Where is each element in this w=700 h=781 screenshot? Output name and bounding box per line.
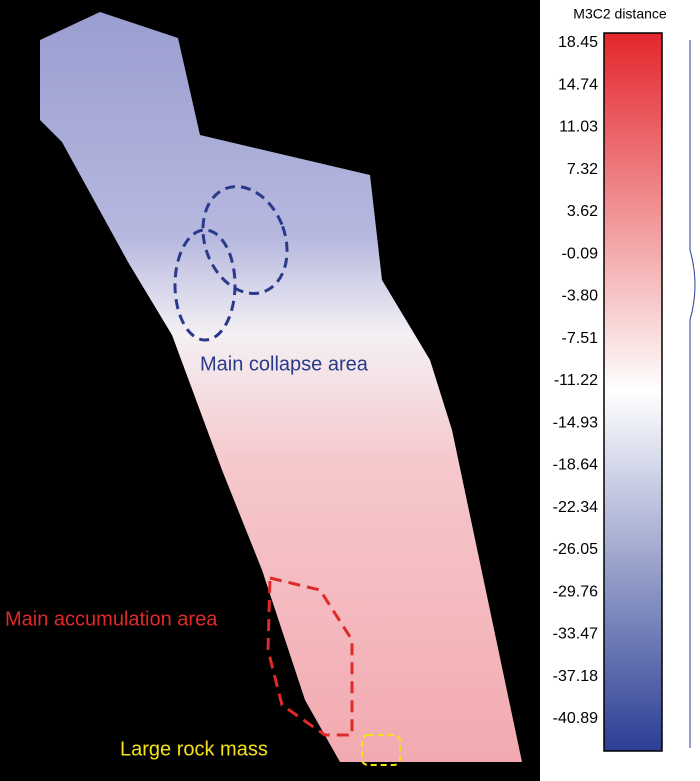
tick-label: -29.76 (553, 583, 598, 600)
rock-outline (361, 734, 401, 766)
histogram (689, 40, 696, 748)
tick-labels: 18.45 14.74 11.03 7.32 3.62 -0.09 -3.80 -7.51 -1… (553, 34, 598, 727)
tick-label: -3.80 (562, 288, 599, 305)
collapse-outline (201, 185, 289, 295)
tick-label: -14.93 (553, 414, 598, 431)
tick-label: -22.34 (553, 499, 598, 516)
tick-label: -11.22 (554, 372, 598, 389)
tick-label: -26.05 (553, 541, 598, 558)
tick-label: 3.62 (567, 203, 598, 220)
tick-label: 11.03 (559, 119, 598, 136)
tick-label: -18.64 (553, 457, 598, 474)
tick-label: -7.51 (562, 330, 599, 347)
tick-label: 18.45 (558, 34, 598, 51)
collapse-outline (173, 228, 237, 342)
tick-label: 14.74 (558, 76, 598, 93)
point-cloud (40, 12, 522, 762)
tick-label: 7.32 (567, 161, 598, 178)
tick-label: -37.18 (553, 668, 598, 685)
accumulation-outline (266, 576, 354, 737)
tick-label: -40.89 (553, 710, 598, 727)
colorbar-title: M3C2 distance (573, 6, 667, 22)
colorbar (603, 32, 663, 752)
collapse-label: Main collapse area (200, 353, 369, 375)
tick-label: -33.47 (553, 626, 598, 643)
tick-label: -0.09 (562, 245, 599, 262)
accumulation-label: Main accumulation area (5, 608, 218, 630)
rock-label: Large rock mass (120, 738, 268, 760)
